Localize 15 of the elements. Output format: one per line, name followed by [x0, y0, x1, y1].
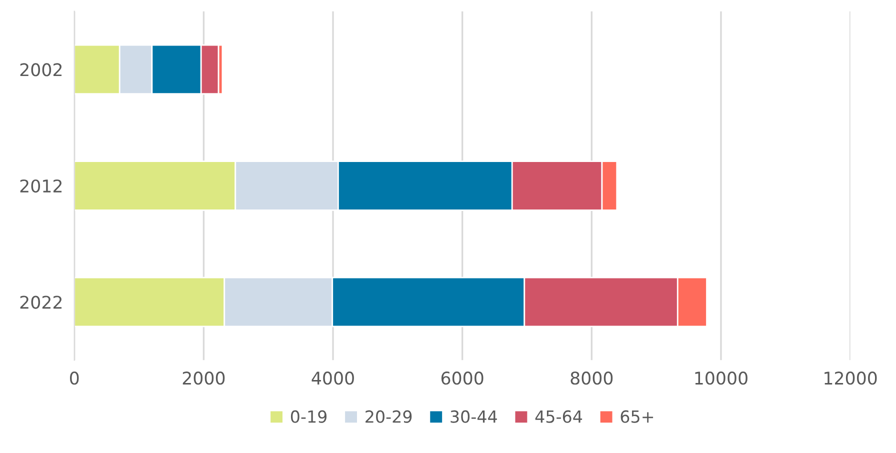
y-tick-label: 2022	[20, 296, 62, 309]
x-tick-label: 4000	[312, 372, 354, 385]
legend-label: 0-19	[290, 410, 327, 423]
x-tick-label: 10000	[695, 372, 748, 385]
x-tick-label: 8000	[570, 372, 613, 385]
x-tick-label: 2000	[182, 372, 225, 385]
legend-label: 30-44	[450, 410, 497, 423]
legend-label: 45-64	[535, 410, 582, 423]
y-tick-label: 2012	[20, 179, 62, 193]
x-tick-label: 6000	[441, 372, 484, 385]
legend-label: 20-29	[366, 410, 412, 423]
x-tick-label: 12000	[824, 372, 877, 385]
legend-label: 65+	[620, 410, 654, 423]
y-tick-label: 2002	[20, 63, 62, 76]
x-tick-label: 0	[70, 372, 79, 385]
